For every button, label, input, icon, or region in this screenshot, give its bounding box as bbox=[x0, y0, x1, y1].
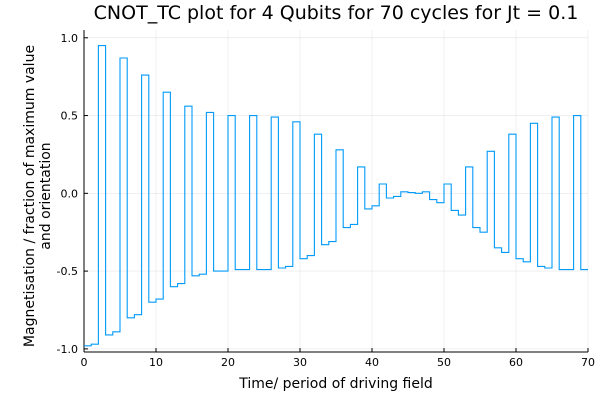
y-tick-label: 0.5 bbox=[61, 110, 79, 123]
x-tick-label: 60 bbox=[509, 356, 523, 369]
series-line-1 bbox=[84, 45, 588, 347]
x-tick-label: 30 bbox=[293, 356, 307, 369]
y-axis-label-container: Magnetisation / fraction of maximum valu… bbox=[8, 40, 68, 352]
x-axis-label: Time/ period of driving field bbox=[239, 376, 433, 392]
x-tick-label: 40 bbox=[365, 356, 379, 369]
y-tick-label: 0.0 bbox=[61, 187, 79, 200]
y-axis-label: Magnetisation / fraction of maximum valu… bbox=[22, 40, 54, 352]
x-tick-label: 70 bbox=[581, 356, 595, 369]
x-tick-label: 50 bbox=[437, 356, 451, 369]
chart-title: CNOT_TC plot for 4 Qubits for 70 cycles … bbox=[93, 2, 579, 24]
ticks: 0 10 20 30 40 50 60 70 -1.0 -0.5 0.0 0.5 1.0 bbox=[57, 32, 595, 369]
axes bbox=[83, 30, 588, 353]
y-tick-label: -1.0 bbox=[57, 343, 78, 356]
y-axis-label-line-1: Magnetisation / fraction of maximum valu… bbox=[22, 44, 38, 348]
x-tick-label: 10 bbox=[149, 356, 163, 369]
series-group bbox=[84, 45, 588, 347]
x-tick-label: 20 bbox=[221, 356, 235, 369]
y-tick-label: 1.0 bbox=[61, 32, 79, 45]
y-axis-label-line-2: and orientation bbox=[38, 142, 54, 250]
x-tick-label: 0 bbox=[81, 356, 88, 369]
y-tick-label: -0.5 bbox=[57, 265, 78, 278]
